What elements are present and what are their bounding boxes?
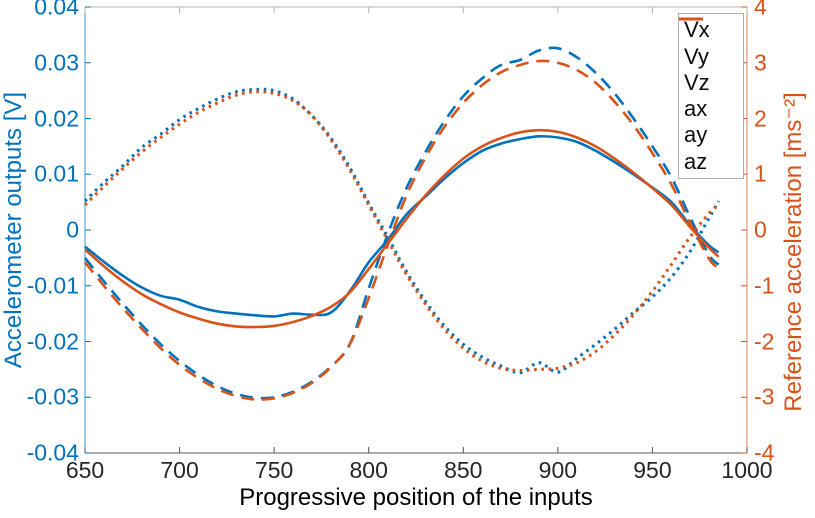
legend-item-ay: ay xyxy=(679,17,741,148)
legend-item-Vz: Vz xyxy=(679,17,741,96)
x-tick-label: 900 xyxy=(538,457,578,483)
y-left-tick-label: 0.03 xyxy=(34,49,79,76)
legend-label: Vy xyxy=(684,43,709,69)
curve-Vz xyxy=(83,87,720,375)
x-tick-label: 750 xyxy=(254,457,294,483)
legend-label: ay xyxy=(684,122,708,148)
legend-item-Vy: Vy xyxy=(679,17,741,70)
y-right-tick-label: 0 xyxy=(754,216,767,243)
y-left-tick-label: 0 xyxy=(66,216,79,243)
x-tick-label: 850 xyxy=(444,457,483,483)
curve-ax xyxy=(84,128,720,329)
curve-ay xyxy=(83,59,720,401)
curve-Vy xyxy=(83,46,720,400)
y-right-tick-label: -3 xyxy=(754,383,775,410)
curve-Vx xyxy=(84,134,720,318)
y-left-tick-label: -0.04 xyxy=(26,439,79,466)
y-axis-label-right: Reference acceleration [ms⁻²] xyxy=(780,92,807,412)
y-right-tick-label: 2 xyxy=(754,105,767,131)
x-tick-label: 700 xyxy=(160,457,199,483)
legend-item-ax: ax xyxy=(679,17,741,122)
legend-box: Vx Vy Vz ax ay az xyxy=(678,13,744,179)
y-left-tick-label: -0.03 xyxy=(26,383,79,410)
x-tick-label: 950 xyxy=(633,457,672,483)
x-tick-label: 1000 xyxy=(721,457,773,483)
x-tick-label: 800 xyxy=(349,457,388,483)
y-left-tick-label: -0.01 xyxy=(26,272,79,299)
y-left-tick-label: 0.04 xyxy=(34,0,79,20)
legend-label: Vz xyxy=(684,69,710,95)
legend-line-sample-dotted xyxy=(679,17,703,21)
y-left-tick-label: -0.02 xyxy=(26,328,79,354)
legend-line-sample-dashed xyxy=(679,17,703,21)
curve-az xyxy=(83,90,720,373)
y-left-tick-label: 0.01 xyxy=(34,160,79,187)
y-right-tick-label: 4 xyxy=(754,0,767,20)
y-right-tick-label: -4 xyxy=(754,439,775,466)
x-tick-label: 650 xyxy=(65,457,105,483)
legend-item-az: az xyxy=(679,17,741,175)
x-axis-label: Progressive position of the inputs xyxy=(239,484,593,511)
y-right-tick-label: 1 xyxy=(754,160,767,187)
y-axis-label-left: Accelerometer outputs [V] xyxy=(0,91,27,369)
y-left-tick-label: 0.02 xyxy=(34,105,79,131)
legend-label: ax xyxy=(684,96,708,122)
y-right-tick-label: -1 xyxy=(754,272,775,299)
y-right-tick-label: -2 xyxy=(754,328,775,354)
legend-label: az xyxy=(684,148,708,174)
legend-label: Vx xyxy=(684,17,710,43)
y-right-tick-label: 3 xyxy=(754,49,767,76)
